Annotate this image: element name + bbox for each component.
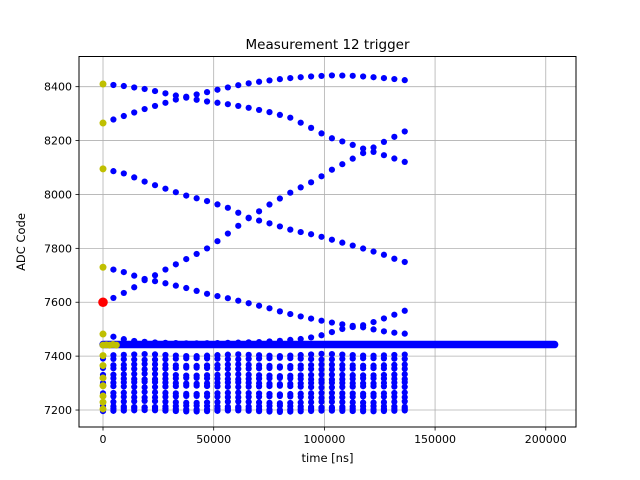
y-tick-label: 7600 (44, 296, 72, 309)
tick-layer: 0 50000 100000 150000 200000 7200 7400 7600 7800… (44, 81, 567, 446)
series-trace-7482-late-rising (99, 307, 408, 347)
y-tick-label: 7400 (44, 350, 72, 363)
series-trace-8265-rising (99, 72, 408, 127)
axes-spines (78, 56, 577, 428)
y-tick-label: 8000 (44, 188, 72, 201)
trigger-marker (98, 297, 108, 308)
x-tick-label: 0 (100, 433, 107, 446)
x-tick-label: 100000 (303, 433, 345, 446)
x-tick-label: 200000 (525, 433, 567, 446)
y-tick-label: 7800 (44, 242, 72, 255)
scatter-layer (99, 72, 408, 416)
y-tick-label: 7200 (44, 404, 72, 417)
x-axis-label: time [ns] (301, 451, 354, 465)
series-trace-8410-falling (99, 80, 408, 165)
series-flat-7290 (99, 382, 408, 391)
series-flat-7196 (99, 406, 408, 416)
series-trace-7600-trigger-rising (99, 128, 408, 306)
chart-title: Measurement 12 trigger (245, 37, 410, 53)
series-trace-8095-falling (99, 165, 408, 266)
x-tick-label: 150000 (414, 433, 456, 446)
x-tick-label: 50000 (196, 433, 231, 446)
grid-layer (79, 56, 576, 427)
start-markers (99, 80, 120, 413)
y-tick-label: 8400 (44, 81, 72, 94)
y-tick-label: 8200 (44, 135, 72, 148)
